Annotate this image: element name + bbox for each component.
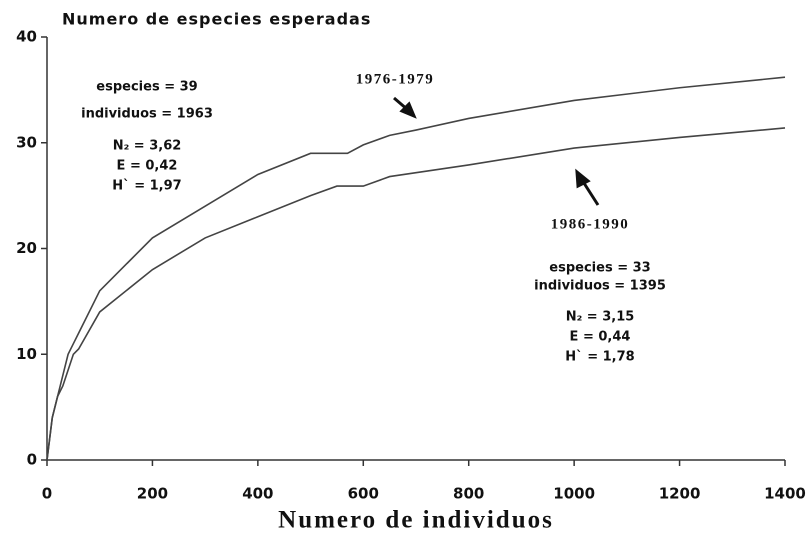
- series-line: [46, 76, 786, 461]
- x-tick-label: 0: [42, 485, 52, 503]
- y-tick-label: 40: [16, 28, 37, 46]
- x-tick-label: 400: [242, 485, 273, 503]
- x-tick-label: 1000: [553, 485, 595, 503]
- arrows: [393, 96, 600, 206]
- chart-title: Numero de especies esperadas: [62, 10, 371, 29]
- x-tick-label: 600: [348, 485, 379, 503]
- x-tick-label: 200: [137, 485, 168, 503]
- series-line: [46, 127, 786, 461]
- annotation: N₂ = 3,15: [566, 310, 635, 325]
- y-tick-label: 30: [16, 133, 37, 151]
- y-tick-label: 10: [16, 345, 37, 363]
- annotation: N₂ = 3,62: [113, 139, 182, 154]
- x-tick-label: 800: [453, 485, 484, 503]
- annotation: H` = 1,78: [565, 350, 634, 365]
- annotation: especies = 39: [96, 80, 197, 95]
- x-tick-label: 1200: [659, 485, 701, 503]
- series-label: 1976-1979: [356, 71, 435, 87]
- annotation: E = 0,42: [117, 159, 178, 174]
- y-tick-label: 0: [27, 451, 37, 469]
- y-tick-label: 20: [16, 239, 37, 257]
- series-label: 1986-1990: [551, 216, 630, 232]
- annotation: E = 0,44: [570, 330, 631, 345]
- annotation: H` = 1,97: [112, 179, 181, 194]
- annotation: individuos = 1963: [81, 107, 213, 122]
- annotation: individuos = 1395: [534, 279, 666, 294]
- arrow-head: [399, 101, 417, 119]
- arrow-head: [575, 168, 591, 189]
- x-axis-label: Numero de individuos: [278, 507, 554, 534]
- x-tick-label: 1400: [764, 485, 806, 503]
- annotation: especies = 33: [549, 261, 650, 276]
